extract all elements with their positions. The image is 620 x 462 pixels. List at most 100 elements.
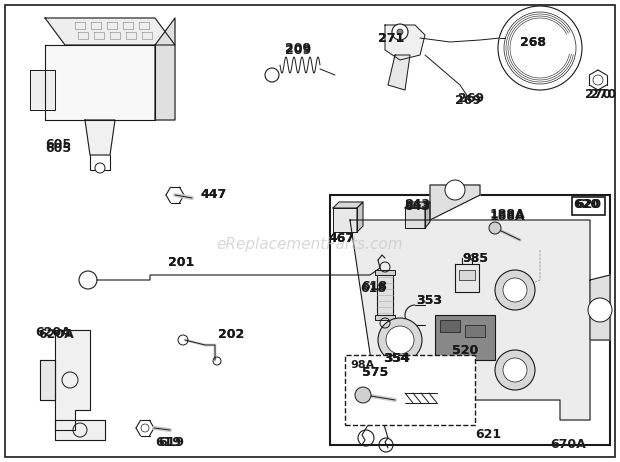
Text: 188A: 188A	[490, 211, 526, 224]
Circle shape	[489, 222, 501, 234]
Bar	[435, 315, 495, 360]
Text: 621: 621	[475, 428, 501, 442]
Bar	[375, 270, 395, 275]
Polygon shape	[85, 120, 115, 155]
Bar	[440, 320, 460, 332]
Text: 202: 202	[218, 328, 244, 341]
Text: 201: 201	[168, 255, 194, 268]
Text: 605: 605	[45, 139, 71, 152]
Circle shape	[448, 323, 462, 337]
Circle shape	[376, 372, 384, 380]
Text: 985: 985	[462, 251, 488, 265]
Circle shape	[355, 387, 371, 403]
Circle shape	[395, 335, 405, 345]
Text: 618: 618	[361, 280, 387, 293]
Text: 520: 520	[452, 344, 478, 357]
Polygon shape	[55, 420, 105, 440]
Text: 670A: 670A	[550, 438, 586, 451]
Text: 520: 520	[452, 344, 478, 357]
Bar	[465, 325, 485, 337]
Circle shape	[397, 29, 403, 35]
Polygon shape	[333, 208, 357, 232]
Text: 843: 843	[404, 199, 430, 212]
Polygon shape	[40, 360, 55, 400]
Bar	[330, 195, 610, 445]
Text: 270: 270	[585, 89, 611, 102]
Text: 188A: 188A	[490, 208, 526, 221]
Polygon shape	[430, 185, 480, 220]
Polygon shape	[30, 70, 55, 110]
Circle shape	[445, 180, 465, 200]
Text: 447: 447	[200, 188, 226, 201]
Polygon shape	[55, 330, 90, 430]
Polygon shape	[377, 273, 393, 317]
Polygon shape	[385, 25, 425, 60]
Polygon shape	[590, 275, 610, 340]
Polygon shape	[405, 208, 425, 228]
Circle shape	[388, 328, 412, 352]
Circle shape	[95, 163, 105, 173]
Circle shape	[588, 298, 612, 322]
Text: 843: 843	[404, 201, 430, 213]
Text: 605: 605	[45, 141, 71, 154]
Text: eReplacementParts.com: eReplacementParts.com	[216, 237, 404, 253]
Text: 271: 271	[378, 31, 404, 44]
Text: 985: 985	[462, 251, 488, 265]
Text: 575: 575	[362, 365, 388, 378]
Text: 575: 575	[362, 365, 388, 378]
Polygon shape	[405, 202, 430, 208]
Circle shape	[392, 24, 408, 40]
Text: 268: 268	[520, 36, 546, 49]
Text: 447: 447	[200, 188, 226, 201]
Circle shape	[495, 350, 535, 390]
Text: 619: 619	[158, 436, 184, 449]
Text: 620A: 620A	[38, 328, 74, 341]
Bar	[345, 355, 475, 425]
Circle shape	[495, 270, 535, 310]
Bar	[375, 315, 395, 320]
Circle shape	[504, 12, 576, 84]
Circle shape	[378, 318, 422, 362]
Text: 98A: 98A	[350, 360, 374, 370]
Polygon shape	[357, 202, 363, 232]
Polygon shape	[441, 316, 469, 344]
Text: 353: 353	[416, 293, 442, 306]
Polygon shape	[425, 202, 430, 228]
Circle shape	[141, 424, 149, 432]
Polygon shape	[45, 18, 175, 45]
Text: 467: 467	[328, 231, 354, 244]
Bar	[459, 270, 475, 280]
Text: 467: 467	[328, 231, 354, 244]
Text: 354: 354	[384, 352, 410, 365]
Polygon shape	[155, 18, 175, 120]
Text: 354: 354	[383, 352, 409, 365]
Circle shape	[372, 368, 388, 384]
Text: 269: 269	[455, 93, 481, 107]
Circle shape	[498, 6, 582, 90]
Text: 268: 268	[520, 36, 546, 49]
Text: 271: 271	[378, 31, 404, 44]
Polygon shape	[455, 264, 479, 292]
Text: 209: 209	[285, 42, 311, 55]
Circle shape	[503, 358, 527, 382]
Text: 353: 353	[416, 293, 442, 306]
Polygon shape	[350, 220, 590, 420]
Polygon shape	[388, 55, 410, 90]
Circle shape	[386, 326, 414, 354]
Text: 618: 618	[360, 281, 386, 294]
Circle shape	[593, 75, 603, 85]
Text: 202: 202	[218, 328, 244, 341]
Polygon shape	[333, 202, 363, 208]
Text: 201: 201	[168, 255, 194, 268]
Text: 270: 270	[590, 89, 616, 102]
Text: 620: 620	[575, 199, 601, 212]
Circle shape	[503, 278, 527, 302]
Text: 620A: 620A	[35, 327, 71, 340]
Polygon shape	[45, 45, 155, 120]
Text: 619: 619	[155, 437, 181, 450]
Text: 620: 620	[573, 199, 599, 212]
Text: 269: 269	[458, 91, 484, 104]
Polygon shape	[366, 370, 394, 410]
Text: 209: 209	[285, 43, 311, 56]
Bar	[572, 197, 605, 215]
